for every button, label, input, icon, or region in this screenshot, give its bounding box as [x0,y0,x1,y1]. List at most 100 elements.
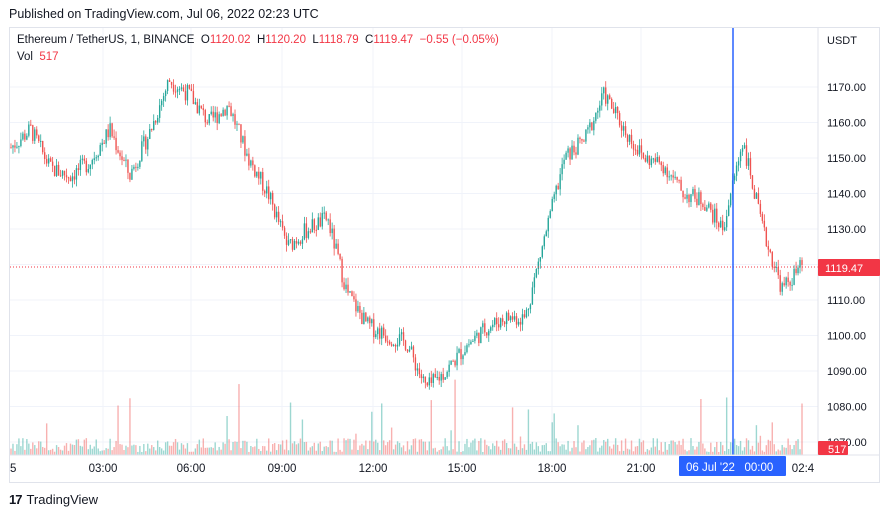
volume-bar [523,444,526,455]
volume-bar [242,440,244,455]
candle-body [452,360,454,362]
candle-body [367,317,369,322]
volume-bar [230,450,232,455]
candle-body [630,134,633,144]
candle-body [355,299,357,312]
candle-body [555,185,557,195]
candle-body [95,157,97,159]
candle-body [16,146,18,148]
volume-bar [226,416,228,455]
candle-body [147,138,149,150]
candle-body [499,318,502,328]
volume-bar [375,439,377,455]
candle-body [49,158,52,162]
candle-body [404,340,407,350]
volume-bar [626,448,629,455]
volume-bar [194,448,197,455]
volume-bar [77,439,80,455]
candle-body [759,203,762,214]
candle-body [603,87,605,94]
candle-body [246,153,248,156]
volume-bar [55,445,58,455]
volume-bar [527,409,530,455]
candle-body [162,96,165,101]
candle-body [722,220,724,231]
candle-body [204,110,206,123]
volume-bar [720,441,722,455]
candle-body [694,189,696,199]
candle-body [63,170,66,176]
candle-body [375,334,377,338]
price-tick-label: 1090.00 [827,366,867,378]
footer-brand[interactable]: 17 TradingView [9,492,98,507]
volume-bar [426,450,429,455]
volume-bar [448,450,450,455]
candle-body [761,213,764,221]
candle-body [377,328,379,335]
volume-bar [632,451,635,455]
candle-body [210,111,212,115]
volume-bar [531,441,534,455]
volume-bar [85,438,88,455]
candle-body [279,221,282,223]
volume-bar [361,443,363,455]
volume-bar [115,440,117,455]
volume-bar [317,443,319,455]
volume-bar [543,444,545,455]
volume-bar [113,447,115,455]
volume-bar [785,447,787,455]
candle-body [101,142,103,146]
candle-body [737,161,740,166]
candle-body [18,145,20,147]
volume-bar [771,422,773,455]
candle-body [268,186,270,200]
volume-bar [363,445,365,455]
candle-body [383,327,385,336]
volume-bar [422,441,425,455]
candle-body [595,112,597,121]
candle-body [137,166,139,168]
volume-bar [706,451,708,455]
candle-body [303,223,306,240]
volume-bar [480,438,482,455]
candle-body [571,145,573,160]
candle-body [749,158,752,176]
volume-bar [244,440,246,455]
candle-body [751,175,754,189]
current-volume-value: 517 [828,444,846,456]
candle-body [739,151,742,162]
volume-bar [698,441,700,455]
volume-bar [139,445,141,455]
candle-body [527,309,530,311]
volume-bar [131,445,133,455]
candle-body [59,175,62,177]
candle-body [20,139,22,146]
volume-bar [561,444,563,455]
volume-bar [519,436,522,455]
volume-bar [539,451,542,455]
volume-bar [158,446,161,455]
candle-body [569,148,571,160]
chart-frame[interactable] [9,27,880,483]
volume-bar [658,450,660,455]
volume-bar [573,441,575,455]
volume-bar [264,446,266,455]
volume-bar [549,451,551,455]
volume-bar [456,451,458,455]
volume-bar [793,445,795,455]
price-tick-label: 1130.00 [827,224,866,236]
price-tick-label: 1080.00 [827,402,867,414]
volume-bar [359,445,361,455]
volume-bar [595,438,597,455]
candle-body [260,172,262,179]
candle-body [353,296,355,300]
volume-bar [587,446,589,455]
candle-body [305,223,308,238]
candle-body [133,166,135,169]
candle-body [121,156,123,160]
candle-body [682,190,684,198]
volume-bar [503,439,506,455]
candle-body [208,114,210,124]
price-tick-label: 1140.00 [827,189,866,201]
